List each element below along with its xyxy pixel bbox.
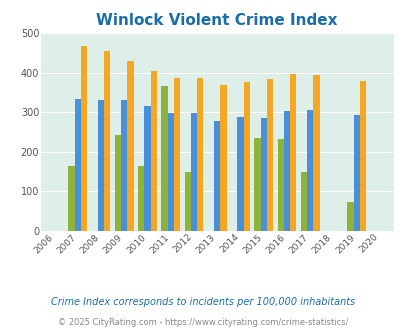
Bar <box>300 172 306 231</box>
Bar <box>243 82 249 231</box>
Bar <box>104 51 110 231</box>
Title: Winlock Violent Crime Index: Winlock Violent Crime Index <box>96 13 337 28</box>
Bar <box>353 115 359 231</box>
Bar <box>289 74 296 231</box>
Bar <box>196 78 203 231</box>
Bar <box>306 110 313 231</box>
Bar <box>68 166 75 231</box>
Bar <box>138 166 144 231</box>
Bar <box>184 172 190 231</box>
Bar <box>127 61 133 231</box>
Bar <box>81 47 87 231</box>
Bar <box>213 121 220 231</box>
Bar <box>173 78 180 231</box>
Bar <box>277 139 283 231</box>
Bar <box>115 135 121 231</box>
Bar <box>98 100 104 231</box>
Bar <box>237 117 243 231</box>
Bar <box>260 118 266 231</box>
Bar <box>167 113 173 231</box>
Bar <box>254 138 260 231</box>
Bar <box>121 100 127 231</box>
Bar <box>283 111 289 231</box>
Bar <box>313 75 319 231</box>
Bar <box>161 86 167 231</box>
Bar <box>75 99 81 231</box>
Bar <box>220 85 226 231</box>
Bar <box>359 81 365 231</box>
Bar <box>346 203 353 231</box>
Text: Crime Index corresponds to incidents per 100,000 inhabitants: Crime Index corresponds to incidents per… <box>51 297 354 307</box>
Bar <box>190 113 196 231</box>
Bar <box>266 79 273 231</box>
Bar <box>144 106 150 231</box>
Bar <box>150 71 156 231</box>
Text: © 2025 CityRating.com - https://www.cityrating.com/crime-statistics/: © 2025 CityRating.com - https://www.city… <box>58 318 347 327</box>
